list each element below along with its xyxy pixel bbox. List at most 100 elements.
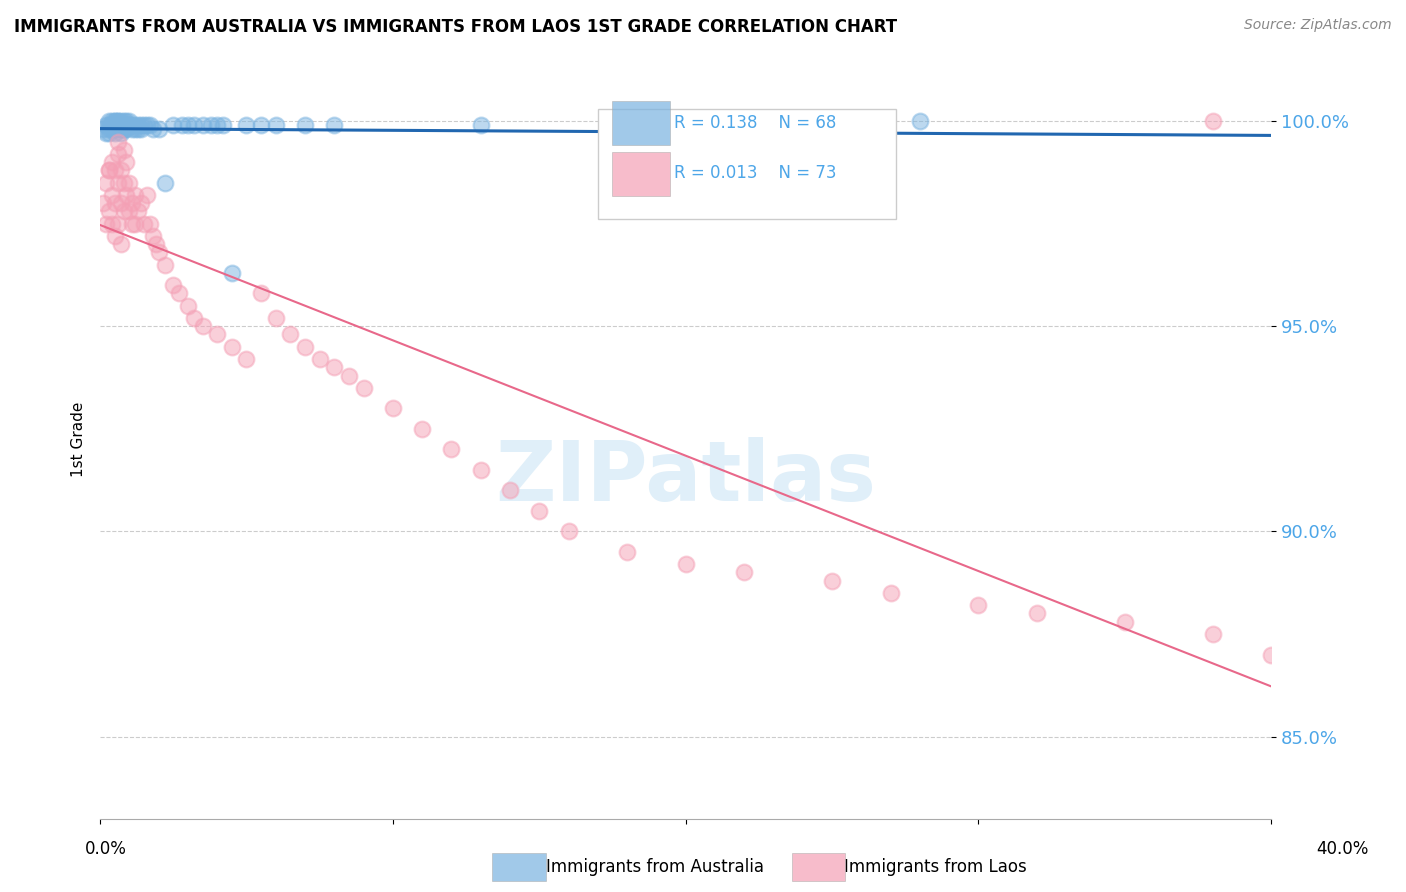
- Point: [97, 204, 120, 219]
- Point: [148, 122, 170, 136]
- Point: [121, 217, 143, 231]
- Text: 40.0%: 40.0%: [1316, 840, 1369, 858]
- Point: [821, 574, 844, 588]
- Point: [97, 114, 120, 128]
- Point: [212, 118, 235, 132]
- Point: [94, 217, 117, 231]
- Point: [107, 118, 129, 132]
- Point: [499, 483, 522, 498]
- Point: [101, 114, 124, 128]
- Point: [112, 204, 135, 219]
- Point: [235, 352, 257, 367]
- Point: [94, 176, 117, 190]
- Point: [104, 127, 127, 141]
- Point: [127, 122, 149, 136]
- Point: [107, 114, 129, 128]
- Point: [118, 118, 141, 132]
- Point: [115, 114, 138, 128]
- Point: [529, 504, 551, 518]
- Point: [411, 422, 433, 436]
- FancyBboxPatch shape: [612, 102, 671, 145]
- Point: [129, 196, 152, 211]
- Point: [153, 258, 176, 272]
- Point: [264, 118, 287, 132]
- Text: Immigrants from Australia: Immigrants from Australia: [546, 858, 763, 876]
- Point: [97, 118, 120, 132]
- Text: ZIPatlas: ZIPatlas: [495, 436, 876, 517]
- Point: [94, 127, 117, 141]
- Point: [250, 118, 273, 132]
- Point: [104, 229, 127, 244]
- Point: [221, 340, 243, 354]
- Point: [616, 545, 638, 559]
- Point: [110, 122, 132, 136]
- Point: [308, 352, 330, 367]
- Point: [132, 118, 155, 132]
- Point: [124, 122, 146, 136]
- Point: [162, 118, 184, 132]
- Point: [294, 118, 316, 132]
- Point: [470, 118, 492, 132]
- Point: [353, 381, 375, 395]
- Point: [112, 114, 135, 128]
- Point: [107, 176, 129, 190]
- Point: [294, 340, 316, 354]
- Point: [107, 135, 129, 149]
- Point: [323, 118, 346, 132]
- Point: [440, 442, 463, 457]
- Point: [967, 599, 990, 613]
- Point: [337, 368, 360, 383]
- Point: [115, 118, 138, 132]
- Point: [121, 122, 143, 136]
- Point: [142, 122, 165, 136]
- Point: [908, 114, 931, 128]
- Point: [127, 204, 149, 219]
- Point: [557, 524, 579, 539]
- Point: [104, 118, 127, 132]
- Point: [235, 118, 257, 132]
- Point: [139, 217, 162, 231]
- Point: [162, 278, 184, 293]
- Point: [104, 122, 127, 136]
- Point: [177, 118, 200, 132]
- FancyBboxPatch shape: [612, 153, 671, 196]
- Point: [91, 196, 114, 211]
- Point: [191, 319, 214, 334]
- Point: [94, 118, 117, 132]
- Point: [107, 114, 129, 128]
- Point: [145, 237, 167, 252]
- Point: [221, 266, 243, 280]
- Point: [112, 122, 135, 136]
- Point: [118, 204, 141, 219]
- Point: [205, 118, 228, 132]
- Point: [97, 163, 120, 178]
- FancyBboxPatch shape: [598, 109, 897, 219]
- Point: [124, 118, 146, 132]
- Point: [110, 114, 132, 128]
- Point: [183, 118, 205, 132]
- Point: [112, 122, 135, 136]
- Point: [101, 118, 124, 132]
- Point: [879, 586, 901, 600]
- Point: [104, 114, 127, 128]
- Point: [97, 127, 120, 141]
- Text: IMMIGRANTS FROM AUSTRALIA VS IMMIGRANTS FROM LAOS 1ST GRADE CORRELATION CHART: IMMIGRANTS FROM AUSTRALIA VS IMMIGRANTS …: [14, 18, 897, 36]
- Point: [101, 188, 124, 202]
- Point: [148, 245, 170, 260]
- Point: [107, 122, 129, 136]
- Point: [115, 155, 138, 169]
- Point: [733, 566, 755, 580]
- Point: [124, 188, 146, 202]
- Point: [121, 118, 143, 132]
- Point: [107, 217, 129, 231]
- Point: [142, 229, 165, 244]
- Point: [200, 118, 222, 132]
- Point: [264, 311, 287, 326]
- Point: [280, 327, 302, 342]
- Point: [127, 118, 149, 132]
- Point: [112, 118, 135, 132]
- Point: [118, 114, 141, 128]
- Point: [129, 122, 152, 136]
- Point: [101, 155, 124, 169]
- Point: [1201, 114, 1223, 128]
